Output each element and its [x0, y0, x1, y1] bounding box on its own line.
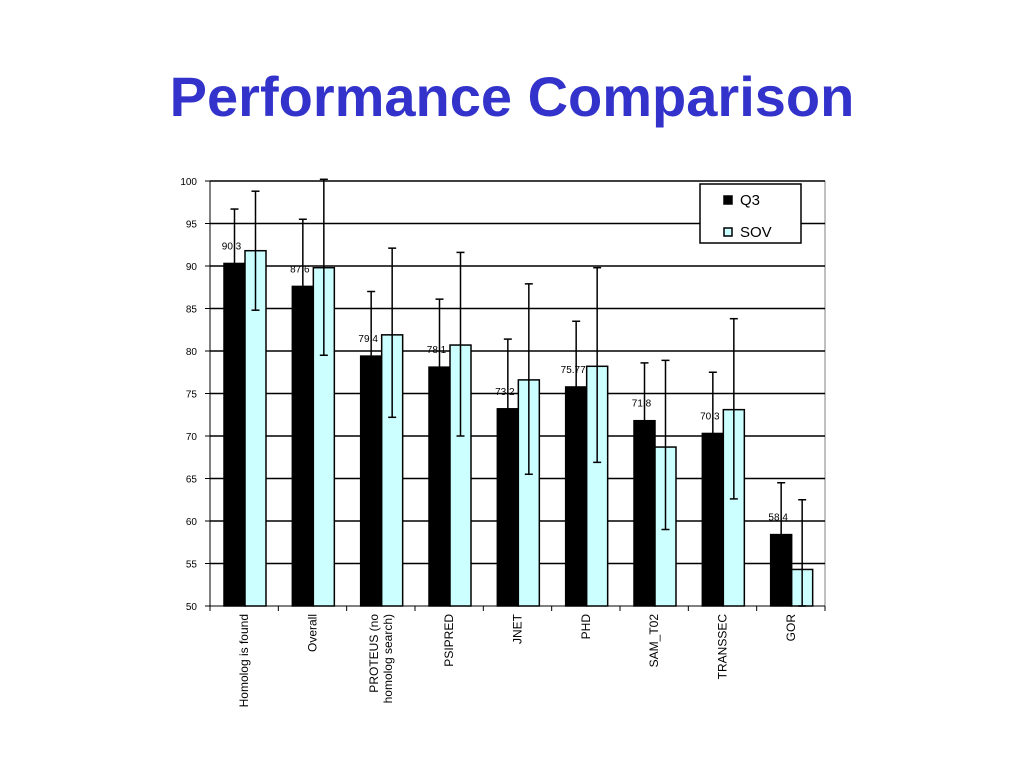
- data-label: 70.3: [700, 411, 720, 422]
- x-tick-label-line: TRANSSEC: [716, 614, 730, 680]
- data-label: 79.4: [358, 334, 378, 345]
- x-tick-label-line: homolog search): [381, 614, 395, 703]
- y-tick-label: 50: [186, 602, 198, 613]
- x-tick-label-line: JNET: [511, 613, 525, 644]
- x-tick-label-line: GOR: [784, 614, 798, 642]
- legend-label: Q3: [740, 192, 760, 209]
- x-tick-label: Overall: [306, 614, 320, 652]
- x-tick-label: PROTEUS (nohomolog search): [367, 614, 395, 704]
- x-tick-label-line: PHD: [579, 614, 593, 640]
- data-label: 75.77: [561, 365, 586, 376]
- y-tick-label: 70: [186, 432, 198, 443]
- legend-swatch-q3: [723, 195, 733, 205]
- legend-label: SOV: [740, 224, 772, 241]
- legend-swatch-sov: [723, 227, 733, 237]
- y-tick-label: 85: [186, 305, 198, 316]
- bar-q3: [223, 262, 246, 607]
- y-tick-label: 60: [186, 517, 198, 528]
- x-tick-label-line: SAM_T02: [647, 614, 661, 668]
- x-tick-label: TRANSSEC: [716, 614, 730, 680]
- y-tick-label: 95: [186, 220, 198, 231]
- data-label: 90.3: [222, 241, 242, 252]
- y-tick-label: 80: [186, 347, 198, 358]
- data-label: 87.6: [290, 264, 310, 275]
- data-label: 71.8: [632, 399, 652, 410]
- y-tick-label: 100: [180, 177, 197, 188]
- y-tick-label: 55: [186, 560, 198, 571]
- y-tick-label: 90: [186, 262, 198, 273]
- x-tick-label-line: PROTEUS (no: [367, 614, 381, 693]
- x-tick-label-line: Overall: [306, 614, 320, 652]
- x-tick-label: GOR: [784, 614, 798, 642]
- x-tick-label: JNET: [511, 613, 525, 644]
- x-tick-label: PHD: [579, 614, 593, 640]
- x-tick-label-line: PSIPRED: [442, 614, 456, 667]
- x-tick-label: Homolog is found: [237, 614, 251, 707]
- x-tick-label-line: Homolog is found: [237, 614, 251, 707]
- y-tick-label: 65: [186, 475, 198, 486]
- x-tick-label: SAM_T02: [647, 614, 661, 668]
- slide-title: Performance Comparison: [169, 65, 855, 128]
- y-tick-label: 75: [186, 390, 198, 401]
- data-label: 78.1: [427, 345, 447, 356]
- x-tick-label: PSIPRED: [442, 614, 456, 667]
- data-label: 58.4: [768, 513, 788, 524]
- data-label: 73.2: [495, 387, 515, 398]
- legend: [699, 183, 802, 244]
